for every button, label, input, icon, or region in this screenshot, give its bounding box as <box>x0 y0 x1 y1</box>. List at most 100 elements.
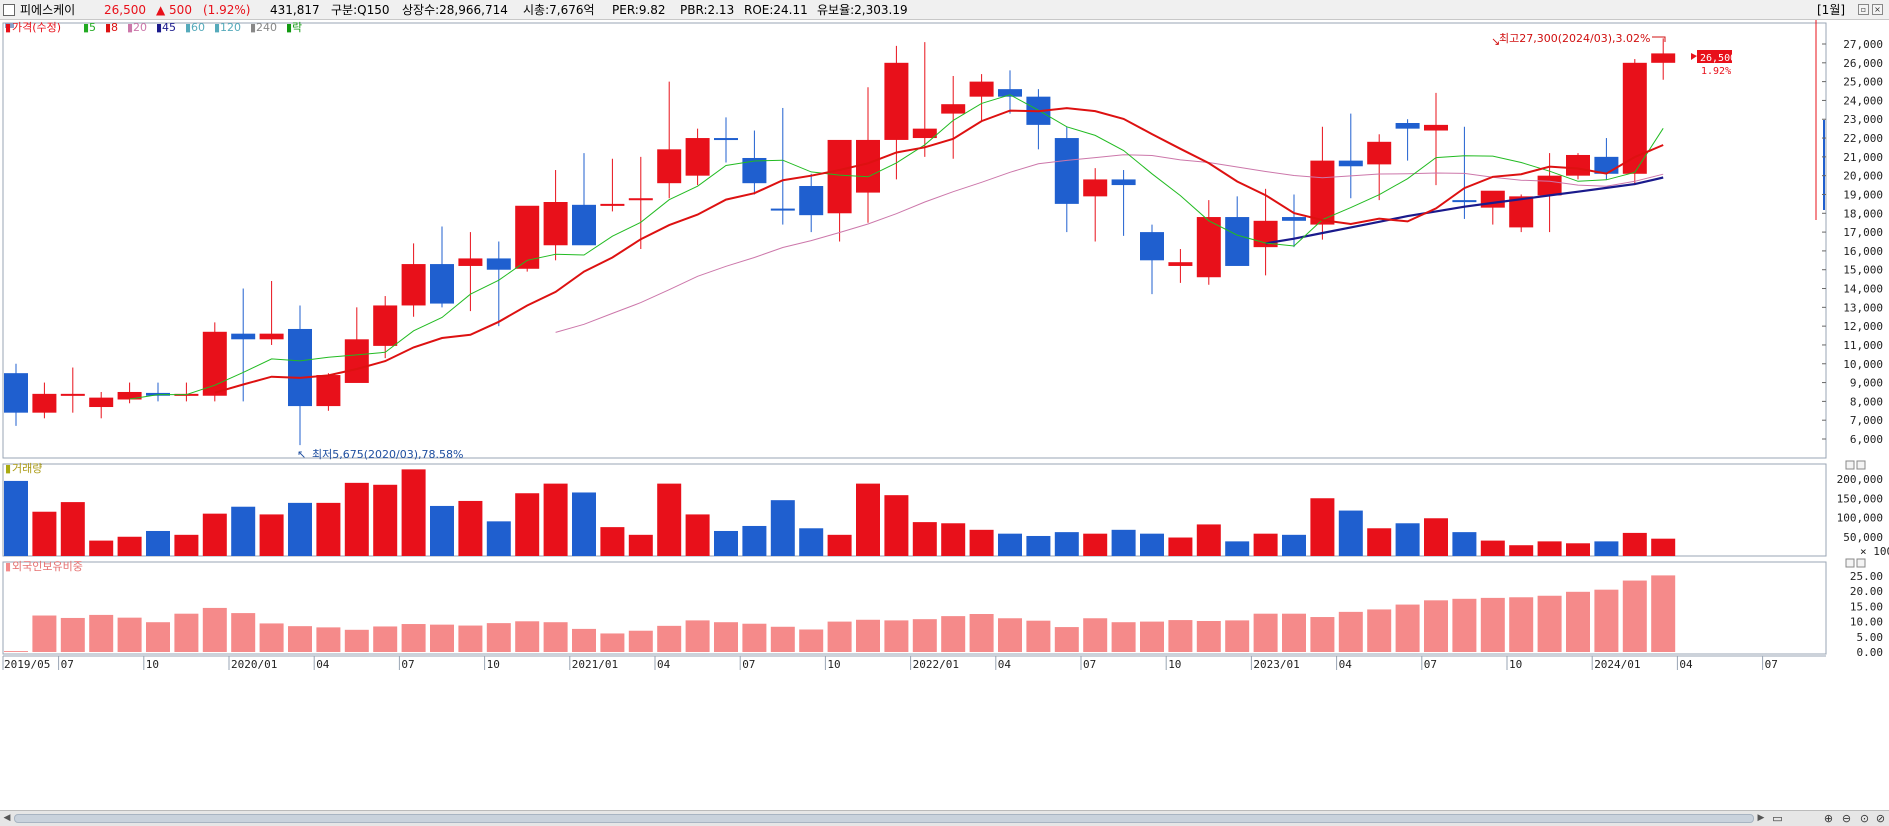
scroll-left-icon[interactable]: ◀ <box>3 813 11 823</box>
candle <box>1395 119 1420 161</box>
foreign-tick-label: 20.00 <box>1850 585 1883 598</box>
candle-body <box>486 258 511 270</box>
candle-body <box>1395 123 1420 129</box>
foreign-ratio-bar <box>941 616 966 652</box>
candle-body <box>827 139 852 214</box>
current-pct-tag-text: 1.92% <box>1701 66 1731 77</box>
foreign-ratio-bar <box>714 622 738 652</box>
candle <box>600 158 625 212</box>
candle-body <box>998 89 1022 97</box>
minimize-icon[interactable]: ▫ <box>1858 4 1869 15</box>
x-tick-label: 04 <box>316 658 330 671</box>
price-tick-label: 27,000 <box>1843 38 1883 51</box>
zoom-out-icon[interactable]: ⊖ <box>1841 812 1852 825</box>
x-tick-label: 10 <box>1509 658 1522 671</box>
candle-body <box>572 204 596 246</box>
volume-bar <box>1026 535 1051 556</box>
legend-ma-label: 8 <box>111 21 118 34</box>
current-price: 26,500 <box>104 3 146 17</box>
legend-ma-marker: ▮ <box>127 21 133 34</box>
candle-body <box>259 333 284 340</box>
foreign-ratio-bar <box>600 633 625 652</box>
candle <box>60 367 85 413</box>
volume-bar <box>827 534 852 556</box>
volume-panel-close-icon[interactable] <box>1856 460 1866 470</box>
price-tick-label: 19,000 <box>1843 188 1883 201</box>
listed-shares: 상장수:28,966,714 <box>402 3 508 17</box>
candle-body <box>685 138 710 176</box>
candle-body <box>714 138 738 141</box>
foreign-ratio-bar <box>1651 575 1676 652</box>
volume-bar <box>600 527 625 556</box>
candle-body <box>1622 62 1647 174</box>
candle <box>1424 92 1448 186</box>
candle-body <box>1338 160 1363 167</box>
candle <box>628 156 653 250</box>
volume-bar <box>430 505 454 556</box>
horizontal-scrollbar[interactable]: ◀ ▶ ▭ ⊕ ⊖ ⊙ ⊘ <box>0 810 1889 826</box>
candle <box>401 243 426 317</box>
price-tick-label: 9,000 <box>1850 377 1883 390</box>
candle <box>827 139 852 242</box>
volume-bar <box>572 492 596 556</box>
volume-bar <box>1111 529 1136 556</box>
price-tick-label: 18,000 <box>1843 207 1883 220</box>
volume-panel-maximize-icon[interactable] <box>1845 460 1855 470</box>
volume-bar <box>288 502 312 556</box>
volume-bar <box>685 514 710 556</box>
foreign-ratio-bar <box>1310 617 1335 652</box>
foreign-ratio-bar <box>231 613 256 652</box>
volume-bar <box>969 529 994 556</box>
volume-bar <box>714 530 738 556</box>
current-price-pointer-icon <box>1691 53 1697 60</box>
ma5-line <box>129 94 1664 400</box>
foreign-ratio-bar <box>259 623 284 652</box>
candle <box>912 42 937 157</box>
volume-bar <box>1054 532 1079 556</box>
volume-bar <box>1424 518 1448 556</box>
foreign-ratio-bar <box>288 626 312 652</box>
volume-unit-label: × 100 <box>1860 545 1889 558</box>
volume-bar <box>4 480 28 556</box>
scroll-right-icon[interactable]: ▶ <box>1757 813 1765 823</box>
foreign-ratio-bar <box>1282 613 1306 652</box>
foreign-panel-close-icon[interactable] <box>1856 558 1866 568</box>
volume-bar <box>1253 533 1278 556</box>
volume-bar <box>1168 537 1193 556</box>
candles-layer <box>4 38 1676 446</box>
price-tick-label: 26,000 <box>1843 57 1883 70</box>
zoom-reset-icon[interactable]: ⊘ <box>1875 812 1886 825</box>
window-menu-icon[interactable] <box>3 4 15 16</box>
zoom-search-icon[interactable]: ⊙ <box>1859 812 1870 825</box>
legend-price-title: 가격(수정) <box>12 21 61 34</box>
volume-bar <box>32 511 57 556</box>
foreign-panel-maximize-icon[interactable] <box>1845 558 1855 568</box>
market-type: 구분:Q150 <box>331 3 390 17</box>
candle <box>543 170 568 261</box>
foreign-ratio-bar <box>1395 604 1420 652</box>
panel-collapse-icon[interactable] <box>5 23 14 28</box>
scroll-thumb[interactable] <box>14 814 1754 823</box>
close-icon[interactable]: × <box>1872 4 1883 15</box>
foreign-ratio-bar <box>373 626 398 652</box>
zoom-in-icon[interactable]: ⊕ <box>1823 812 1834 825</box>
candle <box>998 70 1022 114</box>
market-cap: 시총:7,676억 <box>523 3 595 17</box>
x-tick-label: 2022/01 <box>913 658 959 671</box>
chart-canvas[interactable]: 6,000 7,000 8,000 9,000 10,000 11,000 12,000 13… <box>0 20 1889 810</box>
candle <box>344 307 369 383</box>
volume-bar <box>259 514 284 556</box>
candle-body <box>1651 53 1676 63</box>
candle <box>770 107 795 225</box>
legend-ma-marker: ▮ <box>286 21 292 34</box>
price-tick-label: 13,000 <box>1843 301 1883 314</box>
foreign-ratio-bar <box>969 614 994 652</box>
candle-body <box>1111 179 1136 186</box>
volume-tick-label: 200,000 <box>1837 473 1883 486</box>
period-selector[interactable]: [1월] <box>1817 3 1846 17</box>
zoom-fit-icon[interactable]: ▭ <box>1772 812 1783 825</box>
candle-body <box>202 331 227 396</box>
foreign-ratio-bar <box>486 623 511 652</box>
foreign-ratio-bar <box>742 623 767 652</box>
foreign-tick-label: 0.00 <box>1857 646 1884 659</box>
